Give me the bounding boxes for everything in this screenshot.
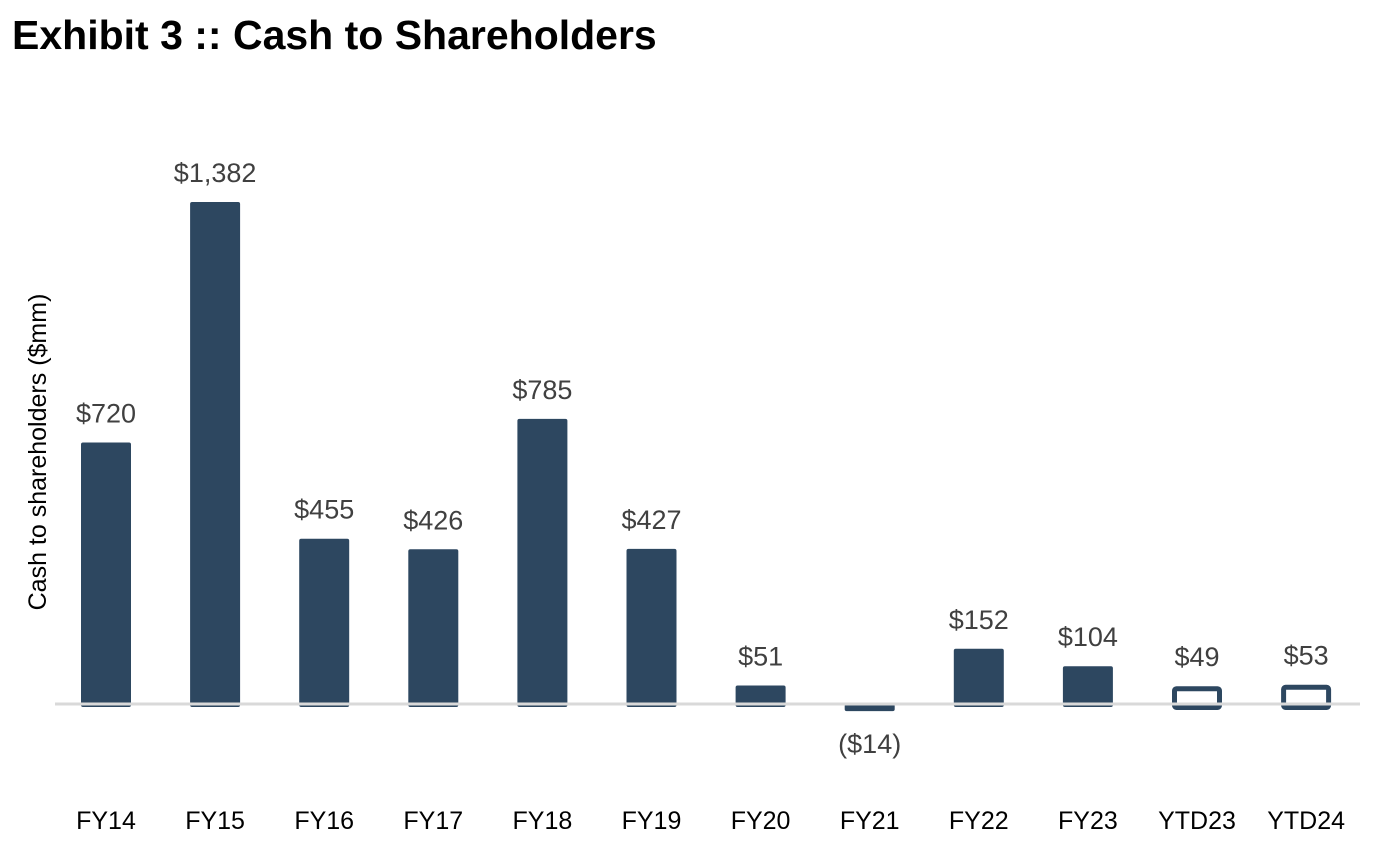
- x-tick-label: FY23: [1058, 807, 1118, 835]
- x-tick-label: FY20: [731, 807, 791, 835]
- data-label: $426: [403, 505, 463, 535]
- data-label: $104: [1058, 622, 1118, 652]
- x-tick-label: FY14: [76, 807, 136, 835]
- bar-ytd24: [1281, 684, 1332, 710]
- data-label: $1,382: [174, 158, 257, 188]
- bar-fy15: [190, 202, 241, 707]
- data-label: $49: [1174, 642, 1219, 672]
- data-label: $720: [76, 398, 136, 428]
- x-tick-label: FY15: [185, 807, 245, 835]
- data-label: ($14): [838, 729, 901, 759]
- bar-fy14: [81, 442, 131, 707]
- bar-fy17: [408, 549, 459, 707]
- x-tick-label: YTD24: [1267, 807, 1345, 835]
- data-label: $455: [294, 495, 354, 525]
- chart-title: Exhibit 3 :: Cash to Shareholders: [12, 12, 657, 58]
- data-label: $427: [621, 505, 681, 535]
- x-tick-label: FY19: [622, 807, 682, 835]
- x-tick-label: FY21: [840, 807, 900, 835]
- bar-fy16: [299, 538, 350, 707]
- x-tick-label: FY17: [403, 807, 463, 835]
- bar-fy18: [517, 418, 568, 707]
- bar-fy23: [1062, 666, 1113, 707]
- x-tick-label: FY18: [513, 807, 573, 835]
- data-label: $51: [738, 641, 783, 671]
- data-label: $785: [512, 375, 572, 405]
- data-label: $152: [949, 605, 1009, 635]
- bar-fy20: [735, 685, 786, 707]
- bar-fy22: [953, 648, 1004, 707]
- x-tick-label: FY16: [294, 807, 354, 835]
- data-label: $53: [1284, 641, 1329, 671]
- bar-fy21: [844, 704, 895, 712]
- x-tick-label: YTD23: [1158, 807, 1236, 835]
- y-axis-label: Cash to shareholders ($mm): [24, 294, 52, 611]
- bar-fy19: [626, 548, 677, 707]
- x-tick-label: FY22: [949, 807, 1009, 835]
